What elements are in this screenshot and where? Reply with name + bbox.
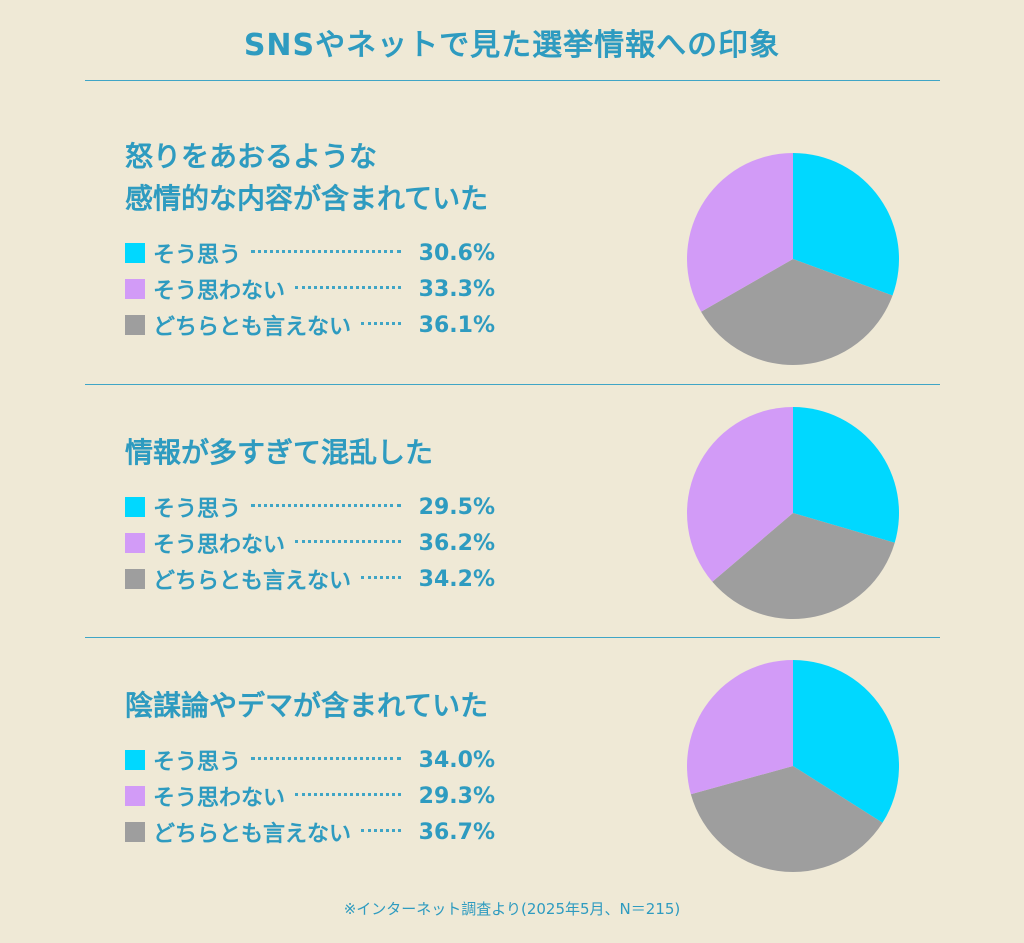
pie-chart (686, 153, 900, 366)
leader-dots (251, 249, 401, 253)
legend-label: どちらとも言えない (153, 569, 352, 594)
legend-value: 29.3% (418, 783, 495, 809)
legend-label: どちらとも言えない (153, 315, 352, 340)
pie-slice-neutral (701, 259, 893, 366)
legend-item-neutral: どちらとも言えない 36.1% (125, 307, 495, 343)
swatch-agree (125, 243, 145, 263)
swatch-agree (125, 750, 145, 770)
swatch-agree (125, 497, 145, 517)
question-title: 怒りをあおるような 感情的な内容が含まれていた (125, 136, 488, 220)
legend-item-agree: そう思う 34.0% (125, 742, 495, 778)
legend-item-neutral: どちらとも言えない 36.7% (125, 814, 495, 850)
question-title: 情報が多すぎて混乱した (125, 432, 433, 474)
swatch-disagree (125, 279, 145, 299)
pie-slice-disagree (687, 407, 793, 582)
pie-chart (687, 407, 900, 619)
legend: そう思う 34.0% そう思わない 29.3% どちらとも言えない 36.7% (125, 742, 495, 850)
legend-label: そう思う (153, 750, 242, 775)
legend-label: そう思う (153, 497, 242, 522)
leader-dots (361, 575, 401, 579)
question-title: 陰謀論やデマが含まれていた (125, 685, 488, 727)
legend-label: そう思わない (153, 533, 286, 558)
legend-label: そう思う (153, 243, 242, 268)
leader-dots (295, 792, 401, 796)
legend-label: どちらとも言えない (153, 822, 352, 847)
pie-slice-disagree (686, 153, 793, 312)
pie-slice-agree (793, 660, 900, 823)
legend-value: 30.6% (418, 240, 495, 266)
swatch-disagree (125, 786, 145, 806)
legend-label: そう思わない (153, 786, 286, 811)
question-title-line: 怒りをあおるような (125, 140, 378, 173)
question-title-line: 情報が多すぎて混乱した (125, 436, 434, 469)
legend: そう思う 29.5% そう思わない 36.2% どちらとも言えない 34.2% (125, 489, 495, 597)
pie-slice-disagree (687, 660, 793, 795)
swatch-neutral (125, 569, 145, 589)
divider (85, 80, 940, 81)
legend-value: 36.1% (418, 312, 495, 338)
leader-dots (295, 285, 401, 289)
legend-value: 33.3% (418, 276, 495, 302)
question-title-line: 陰謀論やデマが含まれていた (125, 689, 489, 722)
legend-item-disagree: そう思わない 36.2% (125, 525, 495, 561)
legend-value: 36.2% (418, 530, 495, 556)
question-title-line: 感情的な内容が含まれていた (125, 182, 489, 215)
legend-item-agree: そう思う 29.5% (125, 489, 495, 525)
page-title: SNSやネットで見た選挙情報への印象 (243, 28, 781, 63)
swatch-neutral (125, 315, 145, 335)
leader-dots (295, 539, 401, 543)
leader-dots (251, 756, 401, 760)
legend-item-disagree: そう思わない 33.3% (125, 271, 495, 307)
legend-item-agree: そう思う 30.6% (125, 235, 495, 271)
legend: そう思う 30.6% そう思わない 33.3% どちらとも言えない 36.1% (125, 235, 495, 343)
swatch-neutral (125, 822, 145, 842)
footnote: ※インターネット調査より(2025年5月、N＝215) (343, 900, 681, 918)
divider (85, 384, 940, 385)
pie-slice-neutral (712, 513, 895, 619)
pie-chart (687, 660, 900, 872)
legend-value: 36.7% (418, 819, 495, 845)
leader-dots (361, 321, 401, 325)
pie-slice-agree (793, 153, 900, 296)
legend-item-neutral: どちらとも言えない 34.2% (125, 561, 495, 597)
leader-dots (251, 503, 401, 507)
legend-label: そう思わない (153, 279, 286, 304)
legend-value: 34.2% (418, 566, 495, 592)
legend-value: 29.5% (418, 494, 495, 520)
divider (85, 637, 940, 638)
leader-dots (361, 828, 401, 832)
pie-slice-agree (793, 407, 900, 543)
pie-slice-neutral (690, 766, 883, 872)
swatch-disagree (125, 533, 145, 553)
legend-item-disagree: そう思わない 29.3% (125, 778, 495, 814)
legend-value: 34.0% (418, 747, 495, 773)
